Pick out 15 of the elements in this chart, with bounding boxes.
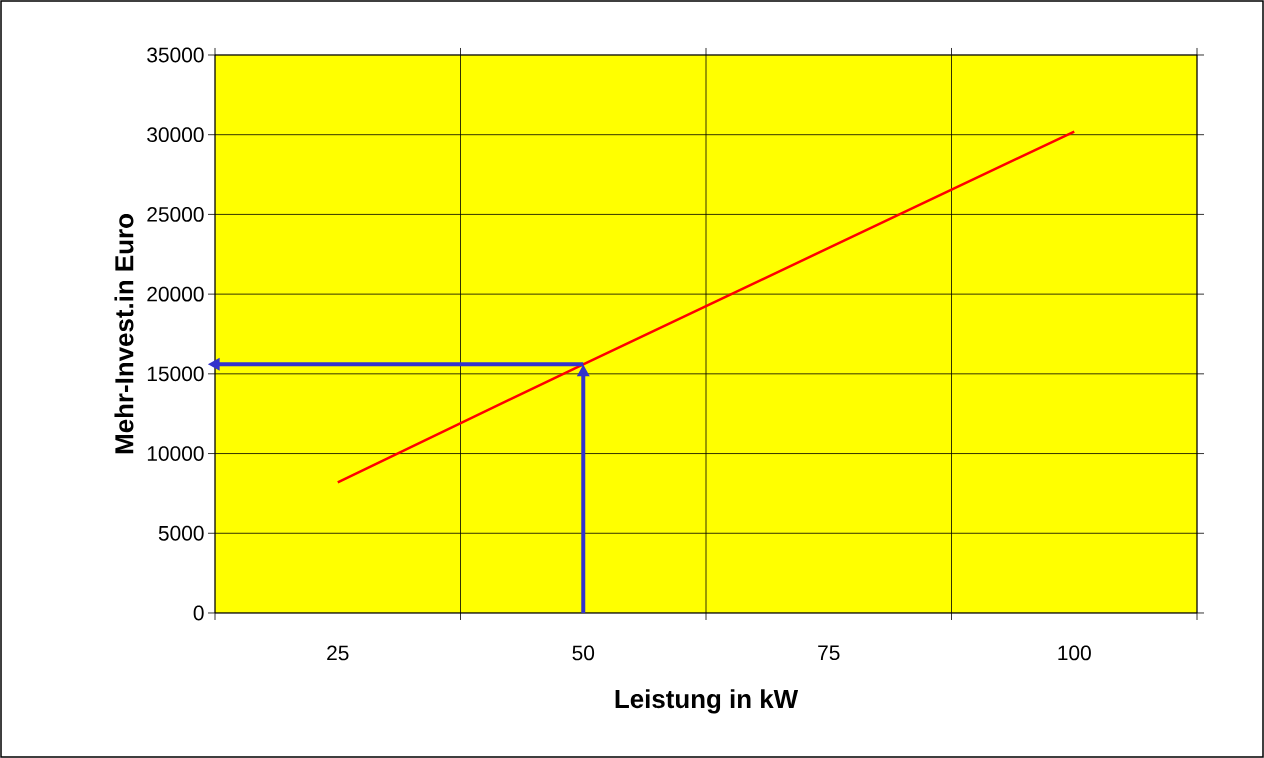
y-tick-label: 25000 [147,207,204,222]
y-tick-label: 35000 [147,47,204,63]
x-tick-label: 75 [818,645,840,661]
y-tick-label: 15000 [147,366,204,382]
line-series [336,130,1076,484]
y-tick-label: 20000 [147,286,204,302]
x-tick-label: 100 [1058,645,1091,661]
x-tick-label: 25 [327,645,349,661]
y-tick-label: 0 [193,605,204,621]
y-axis-title: Mehr-Invest.in Euro [114,214,134,454]
y-tick-label: 5000 [158,525,204,541]
x-axis-title: Leistung in kW [615,689,799,714]
y-tick-label: 30000 [147,127,204,143]
y-tick-label: 10000 [147,446,204,461]
x-tick-label: 50 [572,645,595,661]
